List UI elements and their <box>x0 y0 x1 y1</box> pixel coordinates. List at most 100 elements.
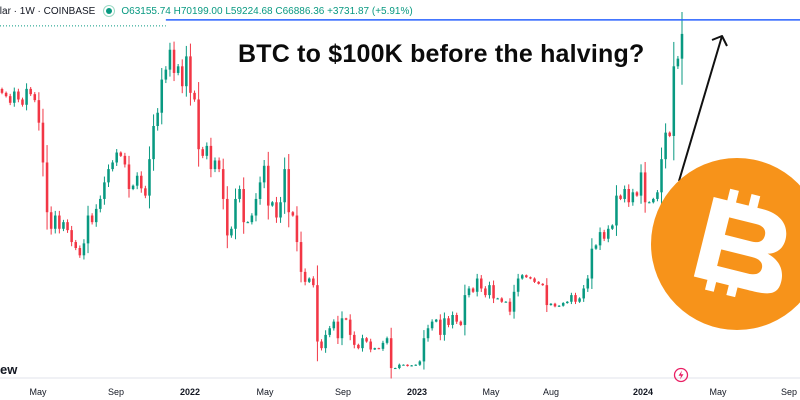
candle <box>676 58 680 67</box>
candle <box>611 225 614 229</box>
candle <box>127 164 131 189</box>
candle <box>353 334 356 345</box>
candle <box>185 56 188 87</box>
x-tick-label: Sep <box>780 387 798 397</box>
candle <box>160 79 164 113</box>
candle <box>434 319 438 322</box>
candle <box>459 321 463 325</box>
candle <box>4 92 8 97</box>
candle <box>119 152 123 156</box>
candle <box>492 285 495 299</box>
candle <box>78 248 82 256</box>
candle <box>58 215 61 229</box>
candle <box>275 202 278 218</box>
candle <box>74 242 78 249</box>
candle <box>414 364 418 366</box>
candle <box>41 122 45 163</box>
candle <box>668 132 671 136</box>
candle <box>176 66 180 73</box>
candle <box>627 189 631 203</box>
candle <box>426 328 430 339</box>
candle <box>320 341 323 349</box>
headline-text: BTC to $100K before the halving? <box>238 40 645 68</box>
x-tick-label: Sep <box>334 387 352 397</box>
candle <box>13 91 16 103</box>
candle <box>99 198 102 209</box>
candle <box>631 192 635 203</box>
candle <box>447 318 450 325</box>
x-tick-label: May <box>709 387 727 397</box>
candle <box>533 278 536 282</box>
candle <box>590 248 594 279</box>
candle <box>480 278 483 289</box>
candle <box>205 145 209 156</box>
candle <box>246 222 250 224</box>
candle <box>140 175 143 189</box>
candle <box>193 92 196 100</box>
candle <box>381 342 385 349</box>
candle <box>250 215 254 223</box>
candle <box>623 189 626 199</box>
candle <box>135 175 139 186</box>
candle <box>643 172 647 203</box>
candle <box>484 288 487 296</box>
candle <box>410 365 413 367</box>
candle <box>672 66 676 136</box>
candles-layer <box>0 11 684 379</box>
candle <box>393 368 397 370</box>
candle <box>45 162 49 213</box>
candle <box>488 285 491 296</box>
candle <box>639 172 643 196</box>
symbol-label[interactable]: ollar · 1W · COINBASE <box>0 5 96 17</box>
candle <box>525 275 528 278</box>
candle <box>398 364 401 369</box>
candle <box>328 328 331 335</box>
candle <box>463 295 467 325</box>
candle <box>53 215 57 229</box>
candle <box>516 278 520 292</box>
candle <box>348 319 352 335</box>
candle <box>70 230 73 243</box>
candle <box>254 198 258 216</box>
candle <box>606 228 610 239</box>
candle <box>615 195 618 226</box>
candle <box>0 88 4 93</box>
candle <box>369 341 372 350</box>
candle <box>25 88 28 105</box>
candle <box>291 212 295 216</box>
candle <box>455 315 458 322</box>
candle <box>652 198 655 203</box>
candle <box>107 169 110 183</box>
candle <box>131 185 135 189</box>
ohlc-values: O63155.74 H70199.00 L59224.68 C66886.36 … <box>121 5 413 17</box>
x-tick-label: May <box>29 387 47 397</box>
candle <box>570 295 573 302</box>
candle <box>164 69 168 80</box>
candle <box>287 169 291 213</box>
candle <box>271 202 274 206</box>
candle <box>123 155 127 165</box>
candle <box>361 338 364 349</box>
candle <box>17 91 20 100</box>
candle <box>377 348 381 350</box>
candle <box>209 145 213 170</box>
candle <box>307 278 311 282</box>
candle <box>635 192 639 196</box>
candle <box>647 202 651 204</box>
candle <box>324 334 327 349</box>
candle <box>33 94 37 101</box>
bolt-icon[interactable] <box>673 367 689 383</box>
candle <box>221 169 225 199</box>
candle <box>49 212 53 229</box>
chart-header: ollar · 1W · COINBASE O63155.74 H70199.0… <box>0 3 413 19</box>
x-tick-label: May <box>482 387 500 397</box>
candle <box>230 228 233 236</box>
candle <box>94 208 98 223</box>
candle <box>238 189 241 199</box>
candle <box>62 222 65 229</box>
candle <box>389 338 393 369</box>
x-tick-label: 2023 <box>406 387 428 397</box>
candle <box>303 271 307 282</box>
candle <box>283 169 286 203</box>
